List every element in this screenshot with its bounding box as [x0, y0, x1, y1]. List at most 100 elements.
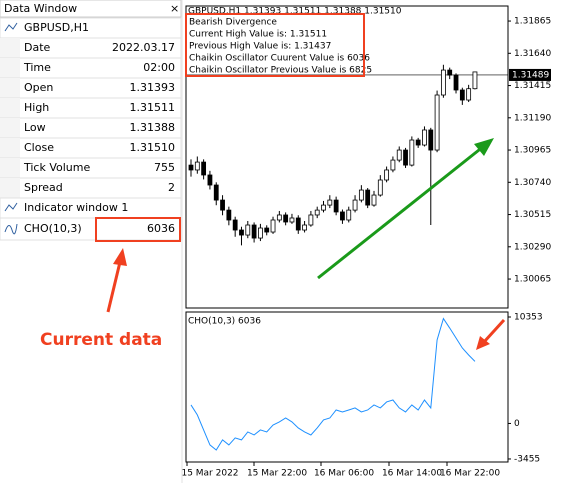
candle-body [365, 189, 371, 206]
red-arrow [106, 261, 122, 313]
price-tick-label: 1.30965 [514, 146, 551, 156]
row-label: Open [24, 81, 53, 94]
row-gutter [0, 118, 20, 138]
row-gutter [0, 178, 20, 198]
candle-body [327, 199, 333, 206]
icon [4, 22, 18, 32]
row-value: 755 [154, 161, 175, 174]
candle-body [352, 199, 358, 211]
candle-body [308, 214, 314, 226]
candle-body [270, 219, 276, 233]
candle-body [188, 164, 194, 171]
price-tick-label: 1.31865 [514, 17, 551, 27]
row-gutter [0, 158, 20, 178]
row-value: 1.31393 [130, 81, 176, 94]
indicator-name: CHO(10,3) [24, 222, 82, 235]
current-price-label: 1.31489 [512, 70, 549, 80]
indicator-window: Indicator window 1 [24, 201, 128, 214]
candle-body [453, 74, 459, 91]
candle-body [396, 149, 402, 161]
red-arrow [482, 318, 506, 344]
candle-body [207, 174, 213, 186]
time-label: 16 Mar 06:00 [314, 469, 374, 479]
candle-body [213, 184, 219, 201]
candle-body [226, 209, 232, 221]
price-tick-label: 1.30065 [514, 275, 551, 285]
candle-body [276, 214, 282, 221]
candle-body [239, 229, 244, 236]
time-label: 15 Mar 22:00 [247, 469, 307, 479]
row-gutter [0, 78, 20, 98]
candle-body [258, 227, 263, 239]
candle-body [340, 211, 345, 221]
info-line: Chaikin Oscillator Cuurent Value is 6036 [189, 54, 370, 64]
row-label: Low [24, 121, 46, 134]
price-tick-label: 1.30290 [514, 242, 551, 252]
candle-body [251, 224, 257, 239]
candle-body [283, 214, 289, 223]
row-label: Date [24, 41, 51, 54]
candle-body [289, 217, 295, 223]
trend-arrow [317, 144, 485, 280]
red-arrow-head [476, 336, 490, 350]
close-button[interactable]: × [170, 2, 179, 15]
candle-body [440, 69, 446, 96]
candle-body [371, 194, 377, 206]
time-label: 16 Mar 14:00 [382, 469, 442, 479]
current-price-box [509, 68, 551, 81]
row-value: 1.31510 [130, 141, 176, 154]
row-label: Time [23, 61, 51, 74]
price-tick-label: 1.31190 [514, 113, 551, 123]
candle-body [472, 71, 478, 90]
candle-body [245, 224, 251, 236]
candle-body [220, 199, 225, 211]
candle-body [194, 161, 200, 171]
candle-body [384, 169, 390, 181]
price-tick-label: 1.30740 [514, 178, 551, 188]
candle-body [403, 149, 408, 166]
row-label: Close [24, 141, 54, 154]
candle-body [321, 204, 326, 211]
info-box [185, 13, 365, 77]
price-pane [185, 5, 509, 309]
red-arrow-head [113, 248, 127, 266]
icon [4, 202, 18, 212]
candle-body [434, 94, 440, 151]
candle-body [428, 129, 434, 151]
indicator-value: 6036 [147, 222, 175, 235]
candle-body [358, 189, 364, 201]
candle-body [314, 209, 320, 216]
row-gutter [0, 58, 20, 78]
time-label: 15 Mar 2022 [181, 469, 238, 479]
price-tick-label: 1.31415 [514, 81, 551, 91]
oscillator-tick-label: 0 [514, 419, 520, 429]
candle-body [295, 217, 301, 231]
candle-body [459, 89, 465, 101]
info-line: Current High Value is: 1.31511 [189, 30, 327, 40]
candle-body [447, 69, 453, 76]
info-line: Bearish Divergence [189, 18, 277, 28]
row-value: 02:00 [143, 61, 175, 74]
info-line: Previous High Value is: 1.31437 [189, 42, 331, 52]
oscillator-tick-label: 10353 [514, 313, 543, 323]
trend-arrow-head [474, 138, 494, 156]
icon [4, 223, 18, 235]
candle-body [415, 139, 421, 146]
chart-header: GBPUSD,H1 1.31393 1.31511 1.31388 1.3151… [188, 7, 402, 17]
candle-body [201, 161, 207, 176]
oscillator-pane [185, 311, 509, 463]
price-tick-label: 1.31640 [514, 49, 551, 59]
candle-body [302, 224, 307, 231]
candle-body [333, 199, 339, 213]
symbol: GBPUSD,H1 [24, 21, 89, 34]
oscillator-tick-label: -3455 [514, 454, 540, 464]
candle-body [466, 88, 472, 101]
row-label: Tick Volume [23, 161, 90, 174]
row-value: 1.31388 [130, 121, 176, 134]
oscillator-line [190, 317, 476, 451]
row-gutter [0, 98, 20, 118]
panel-title: Data Window [4, 2, 77, 15]
candle-body [232, 219, 238, 231]
oscillator-label: CHO(10,3) 6036 [188, 317, 261, 327]
